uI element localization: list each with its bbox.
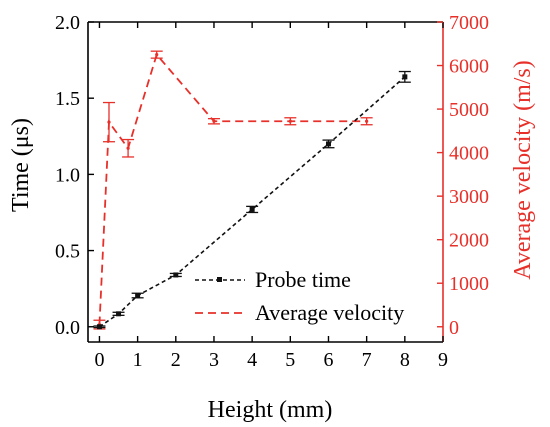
y-axis-title: Time (μs) (8, 118, 34, 212)
y-tick-label: 1.5 (55, 88, 80, 110)
velocity-point (212, 119, 216, 123)
y2-tick-label: 7000 (449, 12, 489, 34)
probe-time-line (99, 76, 406, 328)
probe-time-point (96, 324, 102, 330)
y2-axis-title: Average velocity (m/s) (510, 60, 536, 279)
y-tick-label: 0.5 (55, 241, 80, 263)
velocity-point (126, 146, 130, 150)
y2-tick-label: 5000 (449, 99, 489, 121)
x-tick-label: 2 (171, 349, 181, 371)
x-tick-label: 1 (133, 349, 143, 371)
x-tick-label: 7 (362, 349, 372, 371)
y-tick-label: 1.0 (55, 164, 80, 186)
probe-time-point (173, 272, 179, 278)
x-tick-label: 4 (247, 349, 257, 371)
y2-tick-label: 0 (449, 317, 459, 339)
velocity-point (107, 120, 111, 124)
plot-frame (87, 21, 444, 343)
x-tick-label: 9 (438, 349, 448, 371)
x-tick-label: 8 (400, 349, 410, 371)
legend-velocity-label: Average velocity (255, 300, 404, 325)
x-tick-label: 6 (323, 349, 333, 371)
legend-probe-label: Probe time (255, 267, 351, 292)
probe-time-point (135, 293, 141, 299)
probe-time-point (325, 141, 331, 147)
x-tick-label: 3 (209, 349, 219, 371)
series-layer (93, 50, 411, 330)
legend: Probe time Average velocity (195, 267, 404, 325)
velocity-point (365, 119, 369, 123)
x-axis-title: Height (mm) (208, 397, 333, 423)
y2-tick-label: 6000 (449, 56, 489, 78)
y2-tick-label: 2000 (449, 230, 489, 252)
x-tick-label: 5 (285, 349, 295, 371)
axis-ticks: 0 1 2 3 4 5 6 7 8 9 0.0 0.5 1.0 1.5 2.0 0 1000 2000 3000 40… (55, 12, 489, 371)
y-tick-label: 0.0 (55, 317, 80, 339)
probe-time-point (402, 74, 408, 80)
x-tick-label: 0 (94, 349, 104, 371)
velocity-point (155, 53, 159, 57)
velocity-point (288, 119, 292, 123)
probe-time-point (249, 206, 255, 212)
y2-tick-label: 4000 (449, 143, 489, 165)
probe-time-point (116, 311, 122, 317)
y2-tick-label: 3000 (449, 186, 489, 208)
y2-tick-label: 1000 (449, 273, 489, 295)
legend-probe-marker (217, 277, 222, 282)
y-tick-label: 2.0 (55, 12, 80, 34)
